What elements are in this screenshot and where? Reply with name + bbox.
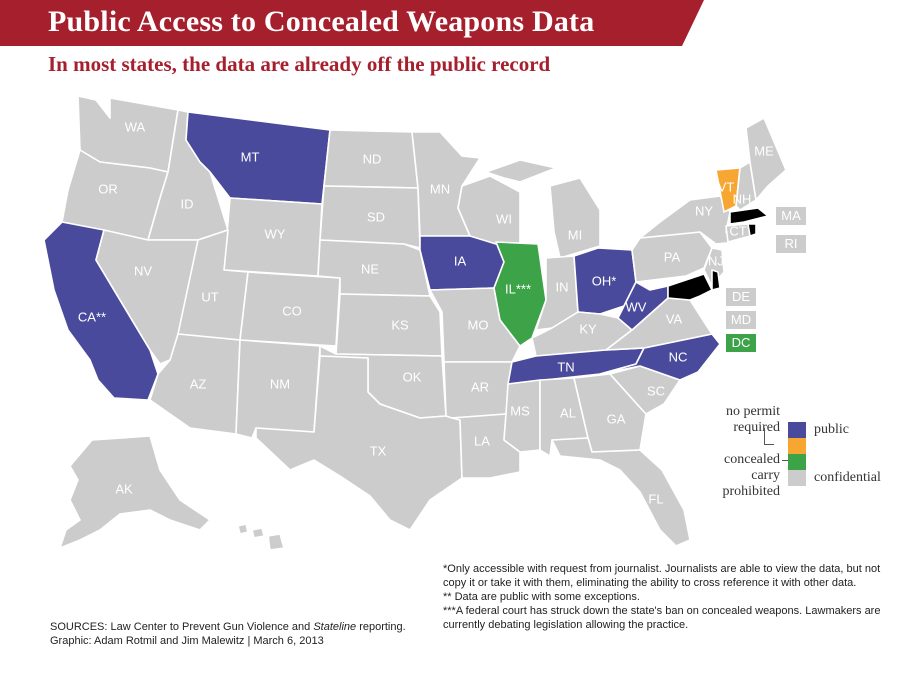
state-label-ok: OK — [403, 369, 422, 384]
state-label-in: IN — [556, 279, 569, 294]
legend-swatch-no-permit — [788, 438, 806, 454]
state-label-ne: NE — [361, 261, 379, 276]
title-banner — [0, 0, 704, 46]
footnotes: *Only accessible with request from journ… — [443, 562, 883, 632]
small-state-box-ma[interactable]: MA — [776, 207, 806, 225]
legend-swatch-public — [788, 422, 806, 438]
state-nh[interactable] — [735, 161, 757, 211]
state-label-tn: TN — [557, 359, 574, 374]
small-state-box-dc[interactable]: DC — [726, 334, 756, 352]
state-il[interactable] — [493, 241, 547, 347]
legend-bracket-no-permit — [764, 428, 765, 444]
legend-label-prohibited-line3: prohibited — [722, 484, 780, 499]
state-label-wv: WV — [626, 299, 647, 314]
state-label-va: VA — [666, 311, 683, 326]
state-ks[interactable] — [335, 293, 443, 357]
sources-suffix: reporting. — [356, 621, 406, 633]
footnote-1: *Only accessible with request from journ… — [443, 563, 881, 589]
legend-swatch-confidential — [788, 470, 806, 486]
state-label-ak: AK — [115, 481, 133, 496]
state-label-or: OR — [98, 181, 118, 196]
state-label-nh: NH — [733, 191, 752, 206]
state-hi[interactable] — [237, 523, 285, 551]
footnote-3: ***A federal court has struck down the s… — [443, 605, 881, 631]
state-ny[interactable] — [639, 195, 737, 245]
state-de[interactable] — [711, 269, 721, 291]
us-map: WA OR CA** ID NV MT WY UT AZ CO NM ND SD NE KS OK TX MN IA… — [43, 95, 787, 551]
sources-italic: Stateline — [313, 621, 357, 633]
state-label-sd: SD — [367, 209, 385, 224]
state-label-ar: AR — [471, 379, 489, 394]
state-ma[interactable] — [729, 207, 769, 225]
legend-label-prohibited-line2: carry — [751, 468, 780, 483]
state-label-me: ME — [754, 143, 774, 158]
footnote-2: ** Data are public with some exceptions. — [443, 591, 640, 603]
state-tx[interactable] — [255, 355, 463, 531]
legend-label-confidential: confidential — [814, 470, 881, 485]
sources-credit: SOURCES: Law Center to Prevent Gun Viole… — [50, 620, 430, 648]
state-label-wa: WA — [125, 119, 146, 134]
state-label-nm: NM — [270, 376, 290, 391]
legend-swatch-prohibited — [788, 454, 806, 470]
page-subtitle: In most states, the data are already off… — [48, 52, 551, 76]
state-label-mo: MO — [468, 317, 489, 332]
state-label-nc: NC — [669, 349, 688, 364]
state-label-nv: NV — [134, 263, 152, 278]
state-label-id: ID — [181, 196, 194, 211]
title-banner-notch — [682, 0, 704, 46]
legend-label-no-permit-line2: required — [733, 420, 780, 435]
state-label-wi: WI — [496, 211, 512, 226]
state-label-il: IL*** — [505, 281, 531, 296]
legend-tick-no-permit — [764, 444, 774, 445]
state-label-ga: GA — [607, 411, 626, 426]
state-label-ny: NY — [695, 203, 713, 218]
state-md[interactable] — [667, 273, 713, 301]
state-label-ks: KS — [391, 317, 409, 332]
small-state-box-md[interactable]: MD — [726, 311, 756, 329]
state-label-mt: MT — [241, 149, 260, 164]
state-label-ca: CA** — [78, 309, 106, 324]
page-title: Public Access to Concealed Weapons Data — [48, 5, 595, 38]
state-label-oh: OH* — [592, 273, 617, 288]
state-fl[interactable] — [551, 437, 691, 547]
state-label-mi: MI — [568, 227, 582, 242]
state-label-mn: MN — [430, 181, 450, 196]
state-label-vt: VT — [718, 179, 735, 194]
state-me[interactable] — [745, 117, 787, 201]
legend-label-no-permit-line1: no permit — [725, 404, 780, 419]
state-sd[interactable] — [319, 185, 421, 249]
map-legend: no permit required concealed carry prohi… — [690, 404, 890, 500]
small-state-box-ri[interactable]: RI — [776, 235, 806, 253]
state-label-az: AZ — [190, 376, 207, 391]
state-label-tx: TX — [370, 443, 387, 458]
legend-tick-prohibited — [782, 460, 792, 461]
state-mi[interactable] — [485, 159, 601, 259]
state-ri[interactable] — [747, 223, 757, 237]
state-label-ms: MS — [510, 403, 530, 418]
state-label-pa: PA — [664, 249, 681, 264]
state-label-sc: SC — [647, 383, 665, 398]
state-label-nj: NJ — [708, 253, 724, 268]
sources-prefix: SOURCES: Law Center to Prevent Gun Viole… — [50, 621, 314, 633]
state-label-la: LA — [474, 433, 490, 448]
state-label-nd: ND — [363, 151, 382, 166]
state-label-wy: WY — [265, 226, 286, 241]
state-label-al: AL — [560, 405, 576, 420]
state-ak[interactable] — [59, 435, 211, 549]
state-labels: WA OR CA** ID NV MT WY UT AZ CO NM ND SD NE KS OK TX MN IA… — [78, 119, 774, 548]
sources-line: SOURCES: Law Center to Prevent Gun Viole… — [50, 620, 430, 634]
state-label-co: CO — [282, 303, 302, 318]
small-state-box-de[interactable]: DE — [726, 288, 756, 306]
state-label-fl: FL — [648, 491, 663, 506]
state-label-hi: HI — [258, 533, 271, 548]
legend-label-prohibited-line1: concealed — [724, 452, 780, 467]
state-label-ut: UT — [201, 289, 218, 304]
state-label-ky: KY — [579, 321, 597, 336]
state-label-ia: IA — [454, 253, 467, 268]
legend-label-public: public — [814, 422, 849, 437]
graphic-credit-line: Graphic: Adam Rotmil and Jim Malewitz | … — [50, 635, 324, 647]
state-label-ct: CT — [729, 223, 746, 238]
